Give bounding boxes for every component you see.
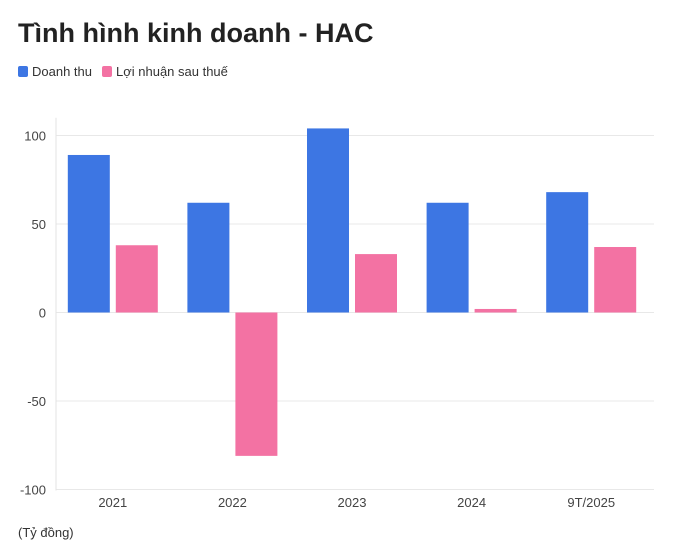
bar-profit-2023[interactable] [355, 254, 397, 313]
bar-revenue-2024[interactable] [426, 202, 469, 313]
legend-swatch-profit [102, 66, 112, 77]
unit-note: (Tỷ đồng) [18, 525, 74, 540]
legend-item-profit[interactable]: Lợi nhuận sau thuế [102, 64, 228, 79]
legend-swatch-revenue [18, 66, 28, 77]
bar-revenue-2023[interactable] [307, 128, 349, 313]
legend: Doanh thu Lợi nhuận sau thuế [18, 64, 228, 79]
x-tick-label: 2023 [338, 495, 367, 510]
legend-item-revenue[interactable]: Doanh thu [18, 64, 92, 79]
y-axis: 100 50 0 -50 -100 [20, 129, 46, 498]
x-tick-label: 9T/2025 [567, 495, 615, 510]
bar-profit-2021[interactable] [115, 245, 158, 313]
bar-revenue-9T-2025[interactable] [546, 192, 589, 313]
x-tick-label: 2021 [98, 495, 127, 510]
bars [67, 128, 637, 456]
y-tick-label: -50 [27, 394, 46, 409]
bar-profit-9T-2025[interactable] [594, 247, 637, 313]
x-tick-label: 2024 [457, 495, 486, 510]
x-tick-label: 2022 [218, 495, 247, 510]
chart-title: Tình hình kinh doanh - HAC [18, 18, 374, 48]
legend-label-revenue: Doanh thu [32, 64, 92, 79]
y-tick-label: 50 [32, 217, 46, 232]
x-axis: 2021 2022 2023 2024 9T/2025 [98, 495, 615, 510]
y-tick-label: 0 [39, 306, 46, 321]
y-tick-label: 100 [24, 129, 46, 144]
bar-profit-2022[interactable] [235, 312, 278, 456]
bar-profit-2024[interactable] [474, 308, 517, 313]
bar-revenue-2022[interactable] [187, 202, 230, 313]
legend-label-profit: Lợi nhuận sau thuế [116, 64, 228, 79]
bar-revenue-2021[interactable] [67, 154, 110, 313]
y-tick-label: -100 [20, 483, 46, 498]
